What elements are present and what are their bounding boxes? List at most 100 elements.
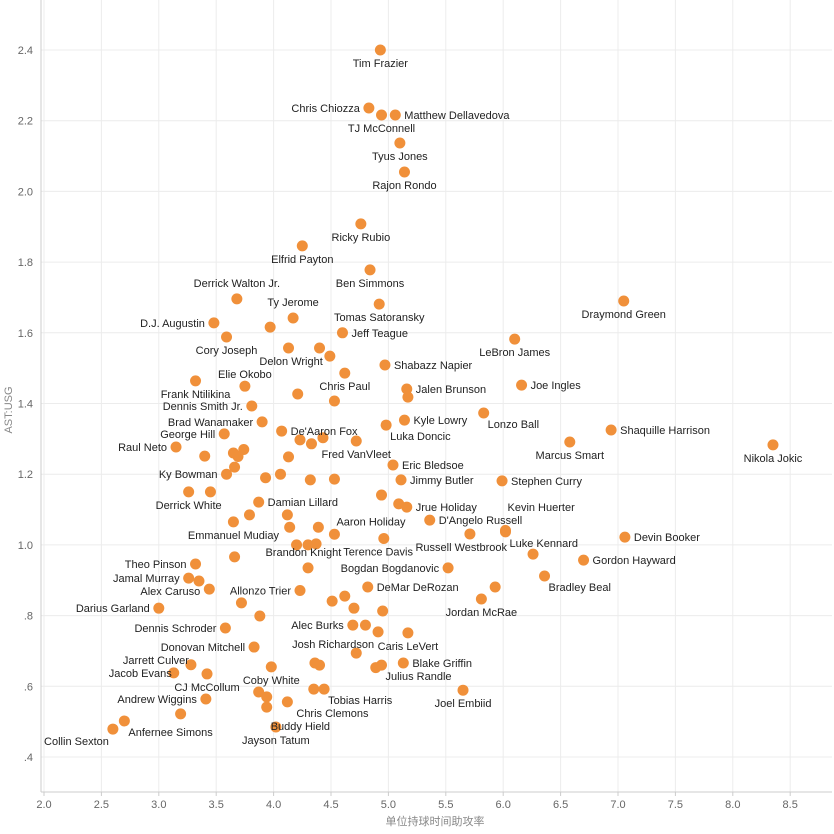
data-point[interactable]: [246, 400, 258, 412]
data-point[interactable]: [362, 581, 374, 593]
data-point[interactable]: [200, 693, 212, 705]
data-point[interactable]: [578, 554, 590, 566]
data-point[interactable]: [248, 641, 260, 653]
data-point[interactable]: [464, 528, 476, 540]
data-point[interactable]: [291, 539, 303, 551]
data-point[interactable]: [276, 425, 288, 437]
data-point[interactable]: [339, 590, 351, 602]
data-point[interactable]: [296, 240, 308, 252]
data-point[interactable]: [185, 659, 197, 671]
data-point[interactable]: [318, 683, 330, 695]
data-point[interactable]: [183, 572, 195, 584]
data-point[interactable]: [363, 102, 375, 114]
data-point[interactable]: [281, 696, 293, 708]
data-point[interactable]: [394, 137, 406, 149]
data-point[interactable]: [193, 575, 205, 587]
data-point[interactable]: [336, 327, 348, 339]
data-point[interactable]: [170, 441, 182, 453]
data-point[interactable]: [350, 435, 362, 447]
data-point[interactable]: [377, 605, 389, 617]
data-point[interactable]: [219, 622, 231, 634]
data-point[interactable]: [328, 395, 340, 407]
data-point[interactable]: [347, 619, 359, 631]
data-point[interactable]: [355, 218, 367, 230]
data-point[interactable]: [379, 359, 391, 371]
data-point[interactable]: [107, 723, 119, 735]
data-point[interactable]: [564, 436, 576, 448]
data-point[interactable]: [264, 321, 276, 333]
data-point[interactable]: [339, 367, 351, 379]
data-point[interactable]: [227, 516, 239, 528]
data-point[interactable]: [292, 388, 304, 400]
data-point[interactable]: [261, 691, 273, 703]
data-point[interactable]: [239, 380, 251, 392]
data-point[interactable]: [478, 407, 490, 419]
data-point[interactable]: [229, 461, 241, 473]
data-point[interactable]: [304, 474, 316, 486]
data-point[interactable]: [256, 416, 268, 428]
data-point[interactable]: [204, 486, 216, 498]
data-point[interactable]: [380, 419, 392, 431]
data-point[interactable]: [260, 472, 272, 484]
data-point[interactable]: [395, 474, 407, 486]
data-point[interactable]: [527, 548, 539, 560]
data-point[interactable]: [229, 551, 241, 563]
data-point[interactable]: [401, 383, 413, 395]
data-point[interactable]: [199, 450, 211, 462]
data-point[interactable]: [305, 438, 317, 450]
data-point[interactable]: [281, 509, 293, 521]
data-point[interactable]: [373, 298, 385, 310]
data-point[interactable]: [175, 708, 187, 720]
data-point[interactable]: [489, 581, 501, 593]
data-point[interactable]: [253, 496, 265, 508]
data-point[interactable]: [221, 468, 233, 480]
data-point[interactable]: [218, 428, 230, 440]
data-point[interactable]: [374, 44, 386, 56]
data-point[interactable]: [401, 501, 413, 513]
data-point[interactable]: [168, 667, 180, 679]
data-point[interactable]: [398, 414, 410, 426]
data-point[interactable]: [308, 683, 320, 695]
data-point[interactable]: [499, 526, 511, 538]
data-point[interactable]: [509, 333, 521, 345]
data-point[interactable]: [284, 521, 296, 533]
data-point[interactable]: [516, 379, 528, 391]
data-point[interactable]: [208, 317, 220, 329]
data-point[interactable]: [203, 583, 215, 595]
data-point[interactable]: [153, 602, 165, 614]
data-point[interactable]: [389, 109, 401, 121]
data-point[interactable]: [376, 489, 388, 501]
data-point[interactable]: [328, 528, 340, 540]
data-point[interactable]: [253, 686, 265, 698]
data-point[interactable]: [283, 451, 295, 463]
data-point[interactable]: [475, 593, 487, 605]
data-point[interactable]: [364, 264, 376, 276]
data-point[interactable]: [314, 659, 326, 671]
data-point[interactable]: [397, 657, 409, 669]
data-point[interactable]: [324, 350, 336, 362]
data-point[interactable]: [190, 558, 202, 570]
data-point[interactable]: [238, 443, 250, 455]
data-point[interactable]: [221, 331, 233, 343]
data-point[interactable]: [274, 468, 286, 480]
data-point[interactable]: [287, 312, 299, 324]
data-point[interactable]: [265, 661, 277, 673]
data-point[interactable]: [235, 597, 247, 609]
data-point[interactable]: [310, 538, 322, 550]
data-point[interactable]: [314, 342, 326, 354]
data-point[interactable]: [376, 659, 388, 671]
data-point[interactable]: [302, 539, 314, 551]
data-point[interactable]: [118, 715, 130, 727]
data-point[interactable]: [359, 619, 371, 631]
data-point[interactable]: [270, 721, 282, 733]
data-point[interactable]: [424, 514, 436, 526]
data-point[interactable]: [767, 439, 779, 451]
data-point[interactable]: [294, 434, 306, 446]
data-point[interactable]: [294, 585, 306, 597]
data-point[interactable]: [496, 475, 508, 487]
data-point[interactable]: [618, 295, 630, 307]
data-point[interactable]: [376, 109, 388, 121]
data-point[interactable]: [402, 391, 414, 403]
data-point[interactable]: [387, 459, 399, 471]
data-point[interactable]: [402, 627, 414, 639]
